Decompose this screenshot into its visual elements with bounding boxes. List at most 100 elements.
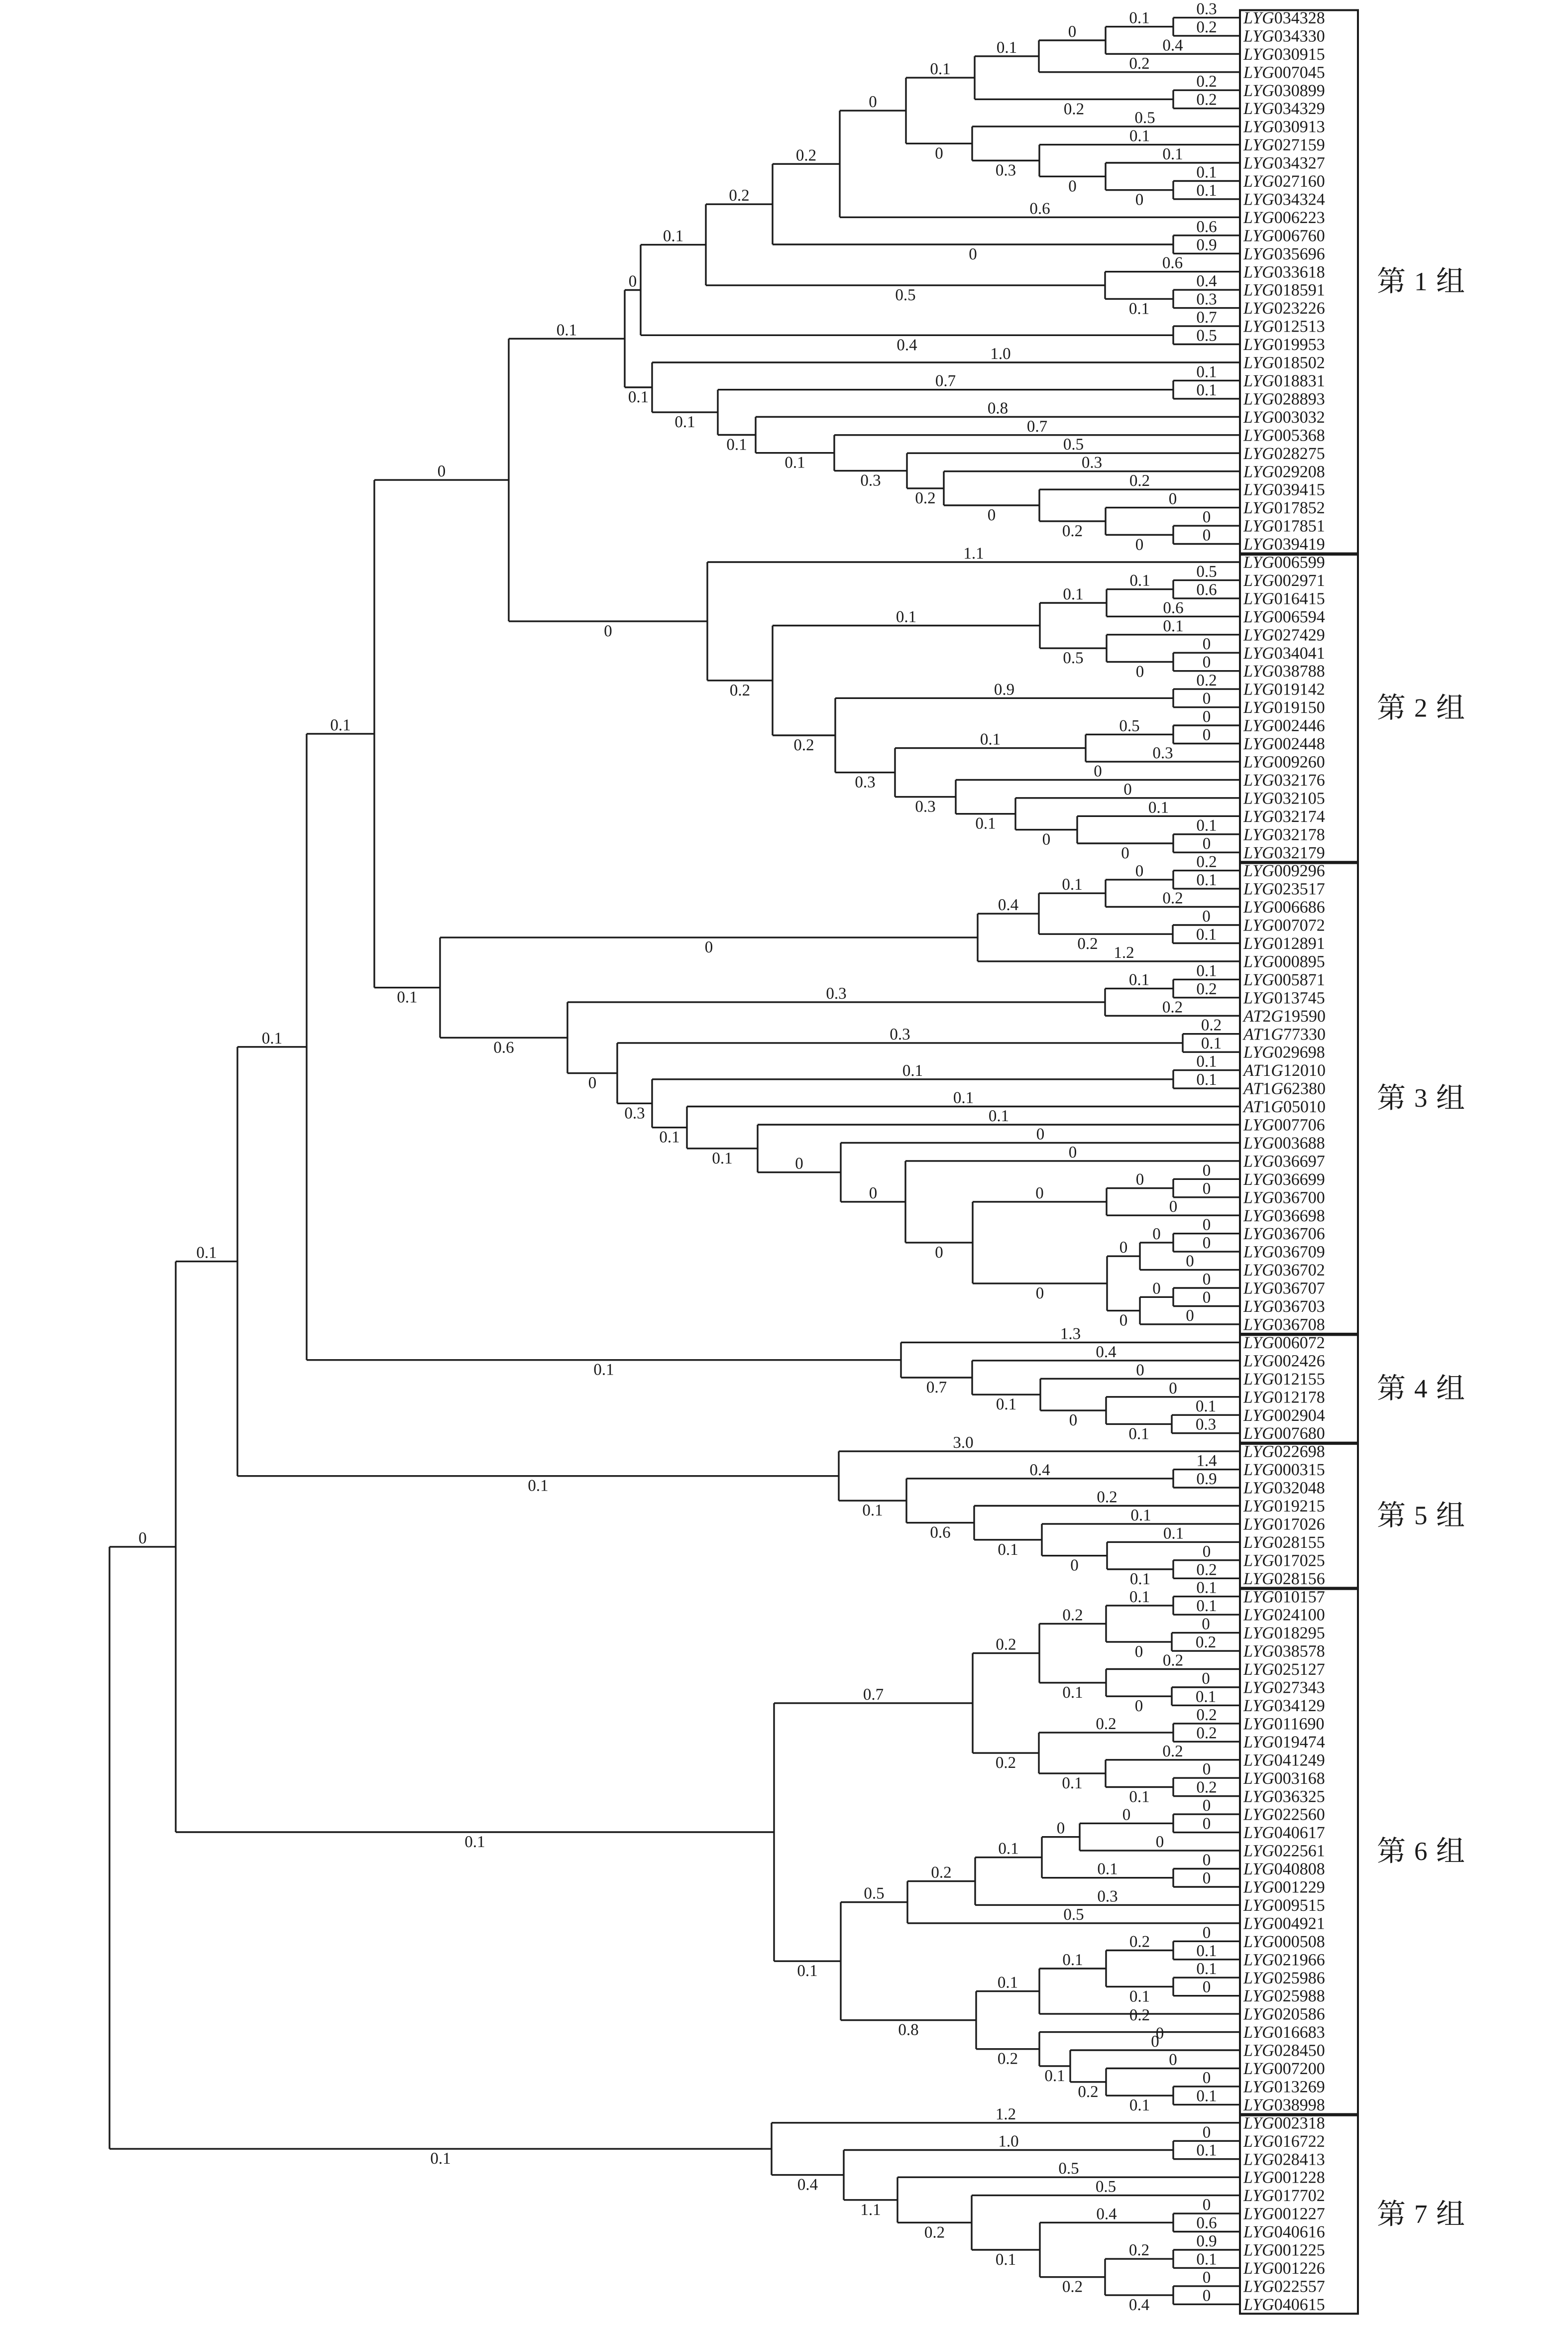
svg-text:0.1: 0.1 <box>1129 127 1150 145</box>
svg-text:0.1: 0.1 <box>397 989 417 1007</box>
svg-text:0: 0 <box>1042 831 1051 849</box>
svg-text:4: 4 <box>1414 1374 1428 1403</box>
svg-text:LYG029698: LYG029698 <box>1243 1044 1325 1062</box>
svg-text:0.3: 0.3 <box>890 1026 910 1044</box>
svg-text:0.1: 0.1 <box>1196 2250 1217 2268</box>
svg-text:0.7: 0.7 <box>926 1379 947 1396</box>
svg-text:0: 0 <box>1203 1869 1211 1887</box>
svg-text:LYG027160: LYG027160 <box>1243 172 1325 191</box>
svg-text:LYG004921: LYG004921 <box>1243 1914 1325 1933</box>
svg-text:0: 0 <box>869 93 877 111</box>
svg-text:LYG032178: LYG032178 <box>1243 825 1325 844</box>
svg-text:LYG012513: LYG012513 <box>1243 318 1325 336</box>
svg-text:0.7: 0.7 <box>935 372 956 390</box>
svg-text:0.3: 0.3 <box>1196 1416 1216 1434</box>
svg-text:0: 0 <box>1135 862 1144 880</box>
svg-text:0.2: 0.2 <box>1064 100 1084 118</box>
svg-text:LYG029208: LYG029208 <box>1243 463 1325 481</box>
svg-text:0.2: 0.2 <box>1162 1743 1183 1760</box>
svg-text:LYG002318: LYG002318 <box>1243 2114 1325 2132</box>
svg-text:0.2: 0.2 <box>793 736 814 754</box>
svg-text:0: 0 <box>1151 2033 1159 2051</box>
svg-text:0: 0 <box>1136 1171 1144 1189</box>
svg-text:0.3: 0.3 <box>1196 0 1217 18</box>
svg-text:0.9: 0.9 <box>1196 236 1217 254</box>
svg-text:0: 0 <box>1122 1806 1131 1824</box>
svg-text:LYG033618: LYG033618 <box>1243 263 1325 281</box>
svg-text:1.0: 1.0 <box>998 2133 1018 2151</box>
svg-text:0.1: 0.1 <box>1196 1597 1217 1615</box>
svg-text:0.2: 0.2 <box>1062 522 1083 540</box>
svg-text:LYG023226: LYG023226 <box>1243 299 1325 318</box>
svg-text:0: 0 <box>1203 2069 1211 2087</box>
svg-text:LYG010157: LYG010157 <box>1243 1588 1325 1606</box>
svg-text:0.1: 0.1 <box>1196 871 1217 889</box>
svg-text:0: 0 <box>1152 1225 1161 1243</box>
svg-text:0.1: 0.1 <box>862 1502 883 1519</box>
svg-text:0.1: 0.1 <box>464 1833 485 1851</box>
svg-text:LYG027343: LYG027343 <box>1243 1679 1325 1697</box>
svg-text:0.1: 0.1 <box>1196 1960 1217 1978</box>
svg-text:0.2: 0.2 <box>1196 672 1217 690</box>
svg-text:0.3: 0.3 <box>855 774 875 792</box>
svg-text:0: 0 <box>1156 1833 1164 1851</box>
svg-text:0.6: 0.6 <box>1029 200 1050 218</box>
svg-text:0.5: 0.5 <box>864 1885 884 1903</box>
svg-text:0: 0 <box>1152 1279 1161 1297</box>
svg-text:0.1: 0.1 <box>1196 817 1217 835</box>
svg-text:0.9: 0.9 <box>1196 1470 1217 1488</box>
svg-text:0.4: 0.4 <box>998 896 1018 914</box>
svg-text:0.7: 0.7 <box>863 1686 884 1704</box>
svg-text:LYG012155: LYG012155 <box>1243 1370 1325 1389</box>
svg-text:0.1: 0.1 <box>1196 1579 1217 1597</box>
svg-text:LYG009515: LYG009515 <box>1243 1896 1325 1915</box>
svg-text:0: 0 <box>1169 1380 1177 1397</box>
svg-text:0.3: 0.3 <box>915 798 935 816</box>
svg-text:LYG022561: LYG022561 <box>1243 1842 1325 1860</box>
svg-text:LYG034329: LYG034329 <box>1243 100 1325 118</box>
svg-text:0.2: 0.2 <box>1196 91 1217 109</box>
svg-text:LYG032105: LYG032105 <box>1243 789 1325 808</box>
svg-text:LYG006594: LYG006594 <box>1243 608 1325 626</box>
svg-text:0.6: 0.6 <box>1163 599 1183 617</box>
svg-text:0.1: 0.1 <box>980 731 1001 749</box>
svg-text:0.3: 0.3 <box>1082 454 1102 472</box>
svg-text:0: 0 <box>1156 2025 1164 2043</box>
svg-text:0: 0 <box>1135 536 1144 554</box>
svg-text:0.4: 0.4 <box>1096 2205 1117 2223</box>
svg-text:0: 0 <box>1123 781 1132 799</box>
svg-text:3: 3 <box>1414 1084 1428 1113</box>
svg-text:0.4: 0.4 <box>797 2176 818 2194</box>
svg-text:LYG040615: LYG040615 <box>1243 2296 1325 2314</box>
svg-text:0.1: 0.1 <box>1129 971 1149 989</box>
svg-text:0: 0 <box>1203 1760 1211 1778</box>
svg-text:0.1: 0.1 <box>996 2251 1016 2269</box>
svg-text:0.5: 0.5 <box>1063 1906 1084 1924</box>
svg-text:0: 0 <box>935 1244 943 1262</box>
svg-text:0.9: 0.9 <box>1196 2232 1217 2250</box>
svg-text:LYG036709: LYG036709 <box>1243 1243 1325 1262</box>
svg-text:0.9: 0.9 <box>994 681 1014 698</box>
svg-text:0: 0 <box>588 1074 597 1092</box>
svg-text:LYG036707: LYG036707 <box>1243 1279 1325 1298</box>
svg-text:LYG001227: LYG001227 <box>1243 2205 1325 2223</box>
svg-text:0.1: 0.1 <box>1129 1588 1150 1606</box>
svg-text:LYG039415: LYG039415 <box>1243 481 1325 499</box>
svg-text:0: 0 <box>969 245 977 263</box>
svg-text:0.3: 0.3 <box>1097 1887 1118 1905</box>
svg-text:0: 0 <box>1035 1184 1044 1202</box>
svg-text:LYG028413: LYG028413 <box>1243 2150 1325 2169</box>
svg-text:0.4: 0.4 <box>1096 1343 1116 1361</box>
svg-text:LYG013269: LYG013269 <box>1243 2078 1325 2096</box>
svg-text:0.1: 0.1 <box>1196 182 1217 200</box>
svg-text:LYG012891: LYG012891 <box>1243 934 1325 953</box>
svg-text:LYG018295: LYG018295 <box>1243 1624 1325 1642</box>
svg-text:0.2: 0.2 <box>1201 1017 1222 1035</box>
svg-text:0.5: 0.5 <box>895 286 915 304</box>
svg-text:0.2: 0.2 <box>729 187 749 205</box>
svg-text:0: 0 <box>1203 1815 1211 1833</box>
svg-text:LYG003168: LYG003168 <box>1243 1769 1325 1788</box>
svg-text:LYG025986: LYG025986 <box>1243 1969 1325 1987</box>
svg-text:LYG036325: LYG036325 <box>1243 1787 1325 1806</box>
svg-text:0.7: 0.7 <box>1196 309 1217 327</box>
